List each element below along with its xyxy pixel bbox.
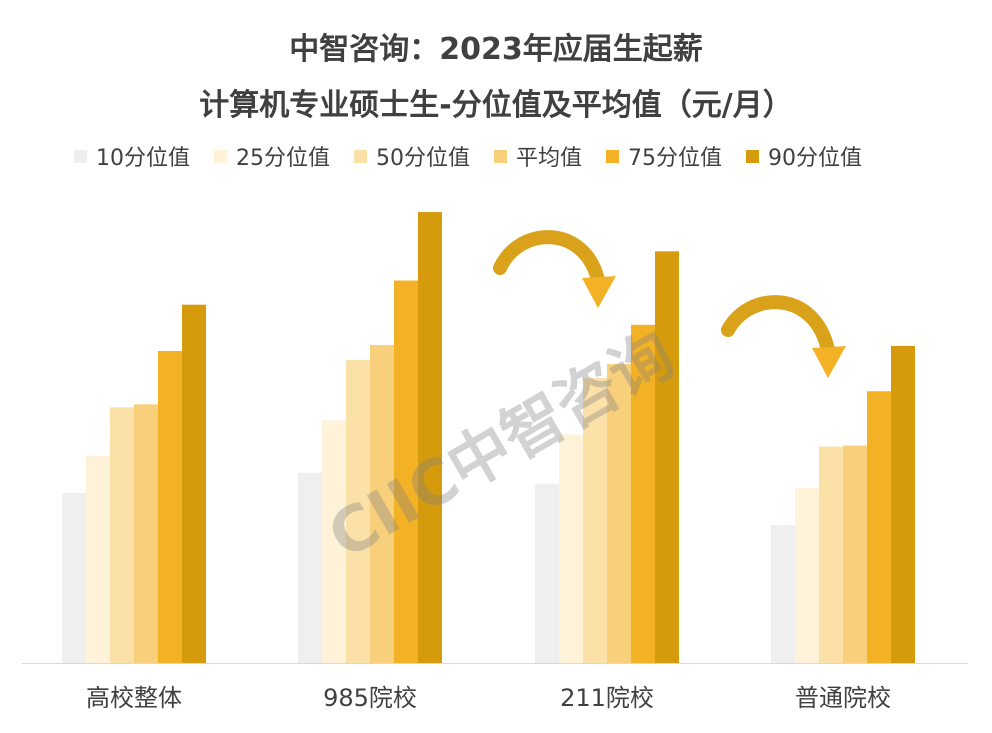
legend-swatch <box>746 149 760 163</box>
chart-title-line2: 计算机专业硕士生-分位值及平均值（元/月） <box>199 88 793 123</box>
x-tick-label: 普通院校 <box>795 684 891 712</box>
bar-0-5 <box>182 304 206 663</box>
bar-3-2 <box>819 446 843 663</box>
legend-label: 75分位值 <box>628 146 723 171</box>
legend-label: 10分位值 <box>96 146 190 171</box>
legend-label: 90分位值 <box>768 146 863 171</box>
legend-label: 50分位值 <box>376 146 470 171</box>
bar-2-3 <box>607 364 631 663</box>
bar-2-4 <box>631 324 655 663</box>
bar-3-1 <box>795 487 819 663</box>
legend-swatch <box>74 149 87 163</box>
bar-1-4 <box>394 280 418 663</box>
chart-title-line1: 中智咨询：2023年应届生起薪 <box>289 32 703 67</box>
legend-swatch <box>214 149 227 163</box>
chart-legend: 10分位值 25分位值 50分位值 平均值 75分位值 90分位值 <box>74 140 886 172</box>
bar-0-1 <box>86 455 110 663</box>
legend-swatch <box>606 149 620 163</box>
x-tick-label: 211院校 <box>560 684 654 712</box>
bar-1-5 <box>418 212 442 664</box>
legend-item-3: 平均值 <box>494 140 582 172</box>
bar-1-3 <box>370 344 394 663</box>
bar-3-4 <box>867 391 891 663</box>
legend-item-4: 75分位值 <box>606 140 722 172</box>
bar-3-3 <box>843 445 867 663</box>
legend-swatch <box>494 149 507 163</box>
bar-1-0 <box>298 472 322 663</box>
legend-item-1: 25分位值 <box>214 140 330 172</box>
legend-swatch <box>354 149 367 163</box>
arrow-icon-1 <box>493 230 616 308</box>
bar-3-5 <box>891 345 915 663</box>
bar-0-2 <box>110 407 134 663</box>
x-tick-label: 高校整体 <box>86 684 182 712</box>
legend-label: 平均值 <box>516 146 583 171</box>
bar-1-2 <box>346 360 370 663</box>
bar-0-4 <box>158 350 182 663</box>
bar-2-2 <box>583 378 607 663</box>
legend-label: 25分位值 <box>236 146 330 171</box>
bar-2-1 <box>559 434 583 663</box>
x-tick-label: 985院校 <box>323 684 417 712</box>
bar-2-0 <box>535 483 559 663</box>
bar-2-5 <box>655 251 679 663</box>
legend-item-5: 90分位值 <box>746 140 862 172</box>
bar-3-0 <box>771 525 795 663</box>
legend-item-2: 50分位值 <box>354 140 470 172</box>
legend-item-0: 10分位值 <box>74 140 190 172</box>
bar-1-1 <box>322 420 346 663</box>
bar-0-3 <box>134 404 158 663</box>
arrow-icon-2 <box>721 295 846 378</box>
bar-0-0 <box>62 492 86 663</box>
